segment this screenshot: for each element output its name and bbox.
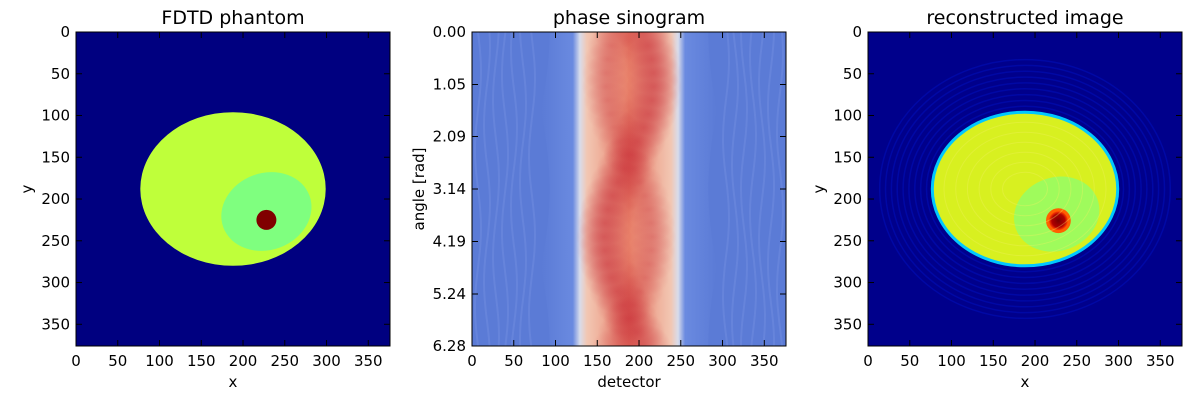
x-axis-label: detector <box>597 373 661 391</box>
ring-artifact <box>966 141 1084 237</box>
y-tick-label: 250 <box>833 232 862 250</box>
ring-artifact <box>884 64 1166 314</box>
sinogram-ripple <box>767 32 775 346</box>
ring-artifact <box>878 58 1172 320</box>
x-tick-label: 150 <box>187 352 216 370</box>
y-tick-label: 50 <box>843 65 862 83</box>
y-tick-label: 200 <box>41 190 70 208</box>
ring-artifact <box>943 121 1107 257</box>
x-tick-label: 0 <box>467 352 477 370</box>
y-tick-label: 300 <box>833 274 862 292</box>
heatmap-image <box>868 32 1182 346</box>
chart-panel-3: 0 50 100 150 200 250 300 350 0 50 100 150 200 250 300 3… <box>810 7 1183 391</box>
sinogram-ripple <box>721 32 731 346</box>
heatmap-image <box>472 32 786 346</box>
x-tick-label: 200 <box>229 352 258 370</box>
x-tick-label: 50 <box>900 352 919 370</box>
x-tick-label: 200 <box>625 352 654 370</box>
x-tick-label: 150 <box>583 352 612 370</box>
x-axis-label: x <box>1021 373 1030 391</box>
y-tick-label: 2.09 <box>433 128 466 146</box>
x-tick-label: 100 <box>541 352 570 370</box>
chart-panel-1: 0 50 100 150 200 250 300 350 0 50 100 150 200 250 300 3… <box>18 7 391 391</box>
sinogram-ripple <box>739 32 749 346</box>
x-tick-label: 0 <box>863 352 873 370</box>
x-tick-label: 100 <box>145 352 174 370</box>
sinogram-ripple <box>730 32 740 346</box>
sinogram-ripple <box>482 32 492 346</box>
x-tick-label: 300 <box>1104 352 1133 370</box>
y-tick-label: 100 <box>833 107 862 125</box>
ring-artifact <box>914 93 1136 285</box>
chart-panel-2: 0 50 100 150 200 250 300 350 0.00 1.05 2.09 3.14 4.1… <box>410 7 787 391</box>
y-tick-label: 1.05 <box>433 76 466 94</box>
sinogram-ripple <box>509 32 519 346</box>
y-tick-label: 5.24 <box>433 285 466 303</box>
y-tick-label: 6.28 <box>433 337 466 355</box>
y-tick-label: 0 <box>852 23 862 41</box>
y-tick-label: 350 <box>833 315 862 333</box>
y-axis-label: angle [rad] <box>410 148 428 231</box>
ring-artifact <box>955 131 1095 247</box>
x-tick-label: 350 <box>1146 352 1175 370</box>
y-axis-label: y <box>810 184 828 193</box>
x-tick-label: 250 <box>1062 352 1091 370</box>
y-tick-label: 300 <box>41 274 70 292</box>
x-tick-label: 300 <box>312 352 341 370</box>
chart-title: reconstructed image <box>926 7 1123 29</box>
x-tick-label: 50 <box>504 352 523 370</box>
y-tick-label: 0 <box>60 23 70 41</box>
x-tick-label: 300 <box>708 352 737 370</box>
ring-artifact <box>1002 171 1048 207</box>
y-tick-label: 50 <box>51 65 70 83</box>
sinogram-ripple <box>748 32 758 346</box>
sinogram-ripple <box>757 32 767 346</box>
y-tick-label: 150 <box>833 148 862 166</box>
sinogram-ripple <box>518 32 528 346</box>
axes-frame <box>867 31 1183 347</box>
phantom-region-3 <box>256 209 277 230</box>
ring-artifact <box>896 76 1154 302</box>
sinogram-peak <box>591 328 640 346</box>
x-tick-label: 350 <box>354 352 383 370</box>
x-tick-label: 250 <box>270 352 299 370</box>
y-tick-label: 4.19 <box>433 233 466 251</box>
x-tick-label: 200 <box>1021 352 1050 370</box>
sinogram-ripple <box>491 32 501 346</box>
y-tick-label: 250 <box>41 232 70 250</box>
ring-artifact <box>978 151 1072 227</box>
x-tick-label: 250 <box>666 352 695 370</box>
x-tick-label: 100 <box>937 352 966 370</box>
y-axis-label: y <box>18 184 36 193</box>
ring-artifact <box>908 88 1142 290</box>
y-tick-label: 100 <box>41 107 70 125</box>
y-tick-label: 0.00 <box>433 23 466 41</box>
x-tick-label: 0 <box>71 352 81 370</box>
ring-artifact <box>919 99 1131 279</box>
chart-title: FDTD phantom <box>161 7 304 29</box>
x-tick-label: 50 <box>108 352 127 370</box>
chart-title: phase sinogram <box>553 7 705 29</box>
x-axis-label: x <box>229 373 238 391</box>
heatmap-image <box>76 32 390 346</box>
sinogram-ripple <box>527 32 537 346</box>
y-tick-label: 150 <box>41 148 70 166</box>
ring-artifact <box>925 105 1125 273</box>
x-tick-label: 150 <box>979 352 1008 370</box>
y-tick-label: 200 <box>833 190 862 208</box>
ring-artifact <box>890 70 1160 308</box>
x-tick-label: 350 <box>750 352 779 370</box>
y-tick-label: 350 <box>41 315 70 333</box>
phantom-region-3 <box>1046 208 1071 234</box>
axes-frame <box>75 31 391 347</box>
y-tick-label: 3.14 <box>433 180 466 198</box>
sinogram-ripple <box>501 32 509 346</box>
ring-artifact <box>902 82 1148 296</box>
ring-artifact <box>990 161 1060 217</box>
